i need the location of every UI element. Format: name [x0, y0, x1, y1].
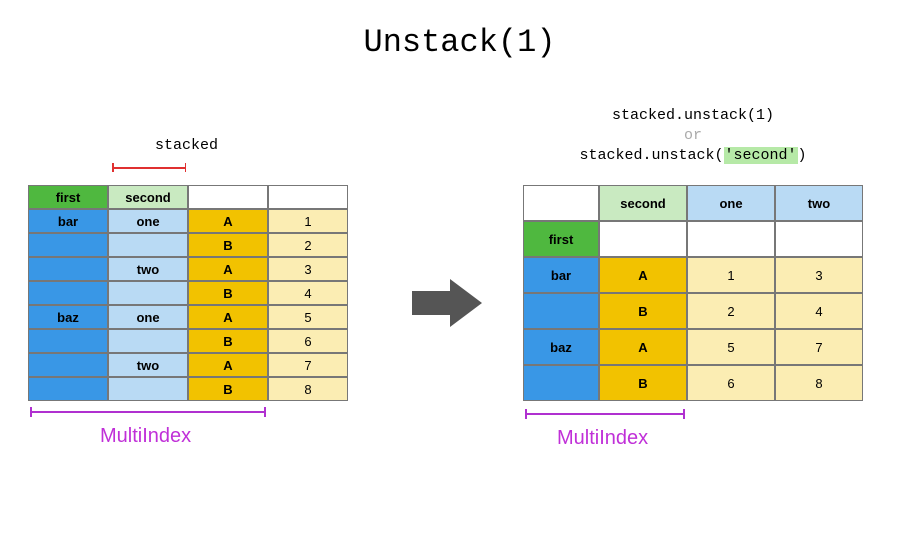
table-cell: B: [188, 233, 268, 257]
page-title: Unstack(1): [0, 24, 919, 61]
table-cell: [523, 293, 599, 329]
caption-line-2: stacked.unstack('second'): [523, 147, 863, 164]
table-cell: [28, 377, 108, 401]
table-cell: baz: [523, 329, 599, 365]
caption-line-2-post: ): [798, 147, 807, 164]
table-cell: [687, 221, 775, 257]
table-cell: B: [599, 365, 687, 401]
right-table: secondonetwofirstbarA13B24bazA57B68: [523, 185, 863, 401]
table-cell: 1: [687, 257, 775, 293]
caption-line-1: stacked.unstack(1): [523, 107, 863, 124]
table-cell: 7: [775, 329, 863, 365]
table-cell: A: [188, 305, 268, 329]
table-cell: baz: [28, 305, 108, 329]
table-cell: B: [599, 293, 687, 329]
table-cell: [599, 221, 687, 257]
table-cell: 8: [775, 365, 863, 401]
table-row: bazA57: [523, 329, 863, 365]
stacked-bracket: [112, 163, 186, 173]
table-cell: B: [188, 329, 268, 353]
table-cell: 7: [268, 353, 348, 377]
diagram-canvas: stacked firstsecondbaroneA1B2twoA3B4bazo…: [0, 81, 919, 541]
left-table: firstsecondbaroneA1B2twoA3B4bazoneA5B6tw…: [28, 185, 348, 401]
table-cell: two: [108, 353, 188, 377]
table-cell: 3: [268, 257, 348, 281]
table-cell: A: [188, 257, 268, 281]
table-cell: [523, 185, 599, 221]
table-row: baroneA1: [28, 209, 348, 233]
table-cell: A: [599, 329, 687, 365]
table-cell: second: [108, 185, 188, 209]
caption-line-2-pre: stacked.unstack(: [579, 147, 723, 164]
table-row: bazoneA5: [28, 305, 348, 329]
table-cell: 4: [268, 281, 348, 305]
stacked-label: stacked: [155, 137, 218, 154]
table-cell: [28, 281, 108, 305]
table-cell: 6: [268, 329, 348, 353]
table-header-row: firstsecond: [28, 185, 348, 209]
caption-or: or: [523, 127, 863, 144]
table-cell: one: [108, 209, 188, 233]
table-cell: second: [599, 185, 687, 221]
table-cell: 6: [687, 365, 775, 401]
right-multiindex-label: MultiIndex: [557, 427, 648, 450]
table-cell: [108, 377, 188, 401]
table-cell: [108, 233, 188, 257]
table-row: B8: [28, 377, 348, 401]
left-multiindex-bracket: [30, 407, 266, 419]
table-cell: B: [188, 377, 268, 401]
table-cell: [523, 365, 599, 401]
table-cell: first: [28, 185, 108, 209]
table-cell: B: [188, 281, 268, 305]
table-cell: bar: [523, 257, 599, 293]
table-cell: [28, 329, 108, 353]
table-header-row: first: [523, 221, 863, 257]
right-multiindex-bracket: [525, 409, 685, 421]
caption-line-2-arg: 'second': [724, 147, 798, 164]
table-cell: bar: [28, 209, 108, 233]
table-row: B24: [523, 293, 863, 329]
table-row: B68: [523, 365, 863, 401]
table-cell: two: [108, 257, 188, 281]
table-cell: first: [523, 221, 599, 257]
table-cell: 4: [775, 293, 863, 329]
table-cell: 5: [687, 329, 775, 365]
left-multiindex-label: MultiIndex: [100, 425, 191, 448]
table-cell: 3: [775, 257, 863, 293]
table-row: barA13: [523, 257, 863, 293]
table-cell: A: [599, 257, 687, 293]
table-cell: 2: [268, 233, 348, 257]
table-cell: [28, 353, 108, 377]
table-cell: two: [775, 185, 863, 221]
table-cell: 8: [268, 377, 348, 401]
table-cell: [28, 257, 108, 281]
table-row: B4: [28, 281, 348, 305]
table-cell: [108, 329, 188, 353]
table-cell: A: [188, 209, 268, 233]
table-header-row: secondonetwo: [523, 185, 863, 221]
table-row: B6: [28, 329, 348, 353]
table-cell: [188, 185, 268, 209]
table-cell: [268, 185, 348, 209]
table-row: B2: [28, 233, 348, 257]
table-cell: 5: [268, 305, 348, 329]
table-row: twoA7: [28, 353, 348, 377]
table-cell: one: [108, 305, 188, 329]
table-cell: [108, 281, 188, 305]
table-cell: [28, 233, 108, 257]
table-cell: A: [188, 353, 268, 377]
table-cell: one: [687, 185, 775, 221]
table-row: twoA3: [28, 257, 348, 281]
table-cell: 2: [687, 293, 775, 329]
table-cell: 1: [268, 209, 348, 233]
arrow-icon: [410, 277, 485, 334]
table-cell: [775, 221, 863, 257]
